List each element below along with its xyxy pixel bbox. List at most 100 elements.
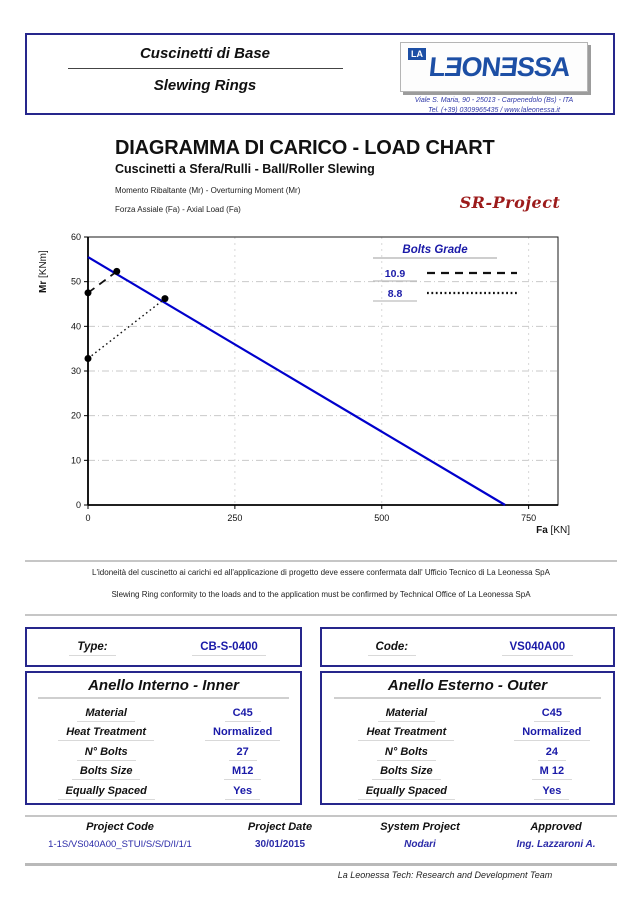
page-title: DIAGRAMMA DI CARICO - LOAD CHART <box>115 137 495 159</box>
series-load-limit-curve <box>87 256 506 506</box>
load-chart: 0 10 20 30 40 50 60 0 250 500 750 Mr [KNm] Fa [KN]… <box>30 225 615 560</box>
project-date-column: Project Date 30/01/2015 <box>215 821 345 850</box>
legend-title: Bolts Grade <box>402 244 468 256</box>
table-row: Bolts Size M 12 <box>322 762 613 782</box>
brand-line-2: Slewing Rings <box>153 77 257 94</box>
plot-area: 0 10 20 30 40 50 60 0 250 500 750 <box>71 232 559 523</box>
brand-line-1: Cuscinetti di Base <box>139 45 271 62</box>
brand-divider <box>67 68 343 69</box>
data-marker <box>161 295 169 303</box>
y-axis-title: Mr [KNm] <box>38 250 49 293</box>
table-row: Material C45 <box>322 703 613 723</box>
type-value: CB-S-0400 <box>158 641 300 656</box>
approved-value: Ing. Lazzaroni A. <box>516 839 596 850</box>
table-row: Heat Treatment Normalized <box>27 723 300 743</box>
y-tick-label: 60 <box>71 232 81 242</box>
type-box: Type: CB-S-0400 <box>25 627 302 667</box>
logo-la-badge: LA <box>408 48 426 60</box>
y-tick-label: 30 <box>71 366 81 376</box>
footer-columns: Project Code 1-1S/VS040A00_STUI/S/S/D/I/… <box>25 821 617 850</box>
system-project-label: System Project <box>380 821 460 833</box>
sr-project-logo: SR-Project <box>459 193 561 212</box>
row-value: Normalized <box>491 726 613 742</box>
row-label: Heat Treatment <box>322 726 491 742</box>
table-row: Material C45 <box>27 703 300 723</box>
address-line-2: Tel. (+39) 0309965435 / www.laleonessa.i… <box>428 107 560 114</box>
moment-caption: Momento Ribaltante (Mr) - Overturning Mo… <box>115 186 301 195</box>
x-tick-label: 750 <box>521 513 536 523</box>
row-value: Yes <box>491 784 613 800</box>
code-value: VS040A00 <box>462 641 613 656</box>
row-label: Heat Treatment <box>27 726 185 742</box>
row-value: M12 <box>185 765 300 781</box>
load-chart-svg: 0 10 20 30 40 50 60 0 250 500 750 Mr [KNm] Fa [KN]… <box>38 232 570 536</box>
title-underline <box>333 697 602 699</box>
project-code-column: Project Code 1-1S/VS040A00_STUI/S/S/D/I/… <box>25 821 215 850</box>
row-value: Normalized <box>185 726 300 742</box>
footer-tagline: La Leonessa Tech: Research and Developme… <box>337 870 553 880</box>
project-code-value: 1-1S/VS040A00_STUI/S/S/D/I/1/1 <box>48 839 192 850</box>
footer-bottom-rule <box>25 863 617 866</box>
notes-top-rule <box>25 560 617 562</box>
note-italian: L'idoneità del cuscinetto ai carichi ed … <box>92 568 550 577</box>
row-label: N° Bolts <box>27 745 185 761</box>
row-label: Bolts Size <box>322 765 491 781</box>
x-tick-label: 500 <box>374 513 389 523</box>
row-label: Equally Spaced <box>322 784 491 800</box>
y-tick-label: 0 <box>76 500 81 510</box>
row-label: Material <box>322 706 491 722</box>
project-date-label: Project Date <box>247 821 313 833</box>
code-box: Code: VS040A00 <box>320 627 615 667</box>
notes-bottom-rule <box>25 614 617 616</box>
approved-label: Approved <box>530 821 582 833</box>
y-tick-label: 10 <box>71 455 81 465</box>
y-tick-label: 40 <box>71 321 81 331</box>
chart-legend: Bolts Grade 10.9 8.8 <box>373 244 517 302</box>
x-axis-title: Fa [KN] <box>536 525 570 536</box>
row-label: Material <box>27 706 185 722</box>
legend-item-label-8-8: 8.8 <box>388 288 403 300</box>
data-marker <box>84 354 92 362</box>
y-tick-label: 50 <box>71 277 81 287</box>
row-label: Equally Spaced <box>27 784 185 800</box>
legend-item-label-10-9: 10.9 <box>385 268 406 280</box>
row-value: 24 <box>491 745 613 761</box>
header-box: Cuscinetti di Base Slewing Rings LA LƎON… <box>25 33 615 115</box>
approved-column: Approved Ing. Lazzaroni A. <box>495 821 617 850</box>
table-row: Bolts Size M12 <box>27 762 300 782</box>
series-bolts-grade-10.9 <box>87 270 118 294</box>
outer-ring-table: Anello Esterno - Outer Material C45 Heat… <box>320 671 615 805</box>
series-bolts-grade-8.8 <box>87 298 166 360</box>
page-subtitle: Cuscinetti a Sfera/Rulli - Ball/Roller S… <box>115 162 375 176</box>
outer-ring-title: Anello Esterno - Outer <box>387 677 548 694</box>
type-label: Type: <box>27 641 158 656</box>
note-english: Slewing Ring conformity to the loads and… <box>111 590 531 599</box>
inner-ring-table: Anello Interno - Inner Material C45 Heat… <box>25 671 302 805</box>
logo-column: LA LƎONƎSSA Viale S. Maria, 90 - 25013 -… <box>379 42 609 116</box>
row-label: N° Bolts <box>322 745 491 761</box>
table-row: N° Bolts 24 <box>322 742 613 762</box>
company-logo: LA LƎONƎSSA <box>400 42 588 92</box>
brand-column: Cuscinetti di Base Slewing Rings <box>35 39 375 98</box>
inner-ring-title: Anello Interno - Inner <box>88 677 239 694</box>
x-tick-label: 250 <box>227 513 242 523</box>
footer-top-rule <box>25 815 617 817</box>
system-project-value: Nodari <box>404 839 436 850</box>
row-value: 27 <box>185 745 300 761</box>
row-value: M 12 <box>491 765 613 781</box>
company-address: Viale S. Maria, 90 - 25013 - Carpenedolo… <box>379 96 609 116</box>
system-project-column: System Project Nodari <box>345 821 495 850</box>
project-code-label: Project Code <box>86 821 154 833</box>
code-label: Code: <box>322 641 462 656</box>
row-value: C45 <box>185 706 300 722</box>
axial-caption: Forza Assiale (Fa) - Axial Load (Fa) <box>115 205 241 214</box>
table-row: N° Bolts 27 <box>27 742 300 762</box>
row-value: C45 <box>491 706 613 722</box>
row-value: Yes <box>185 784 300 800</box>
data-marker <box>113 267 121 275</box>
logo-wordmark: LƎONƎSSA <box>427 51 571 82</box>
x-tick-label: 0 <box>85 513 90 523</box>
table-row: Equally Spaced Yes <box>322 781 613 801</box>
title-underline <box>37 697 290 699</box>
